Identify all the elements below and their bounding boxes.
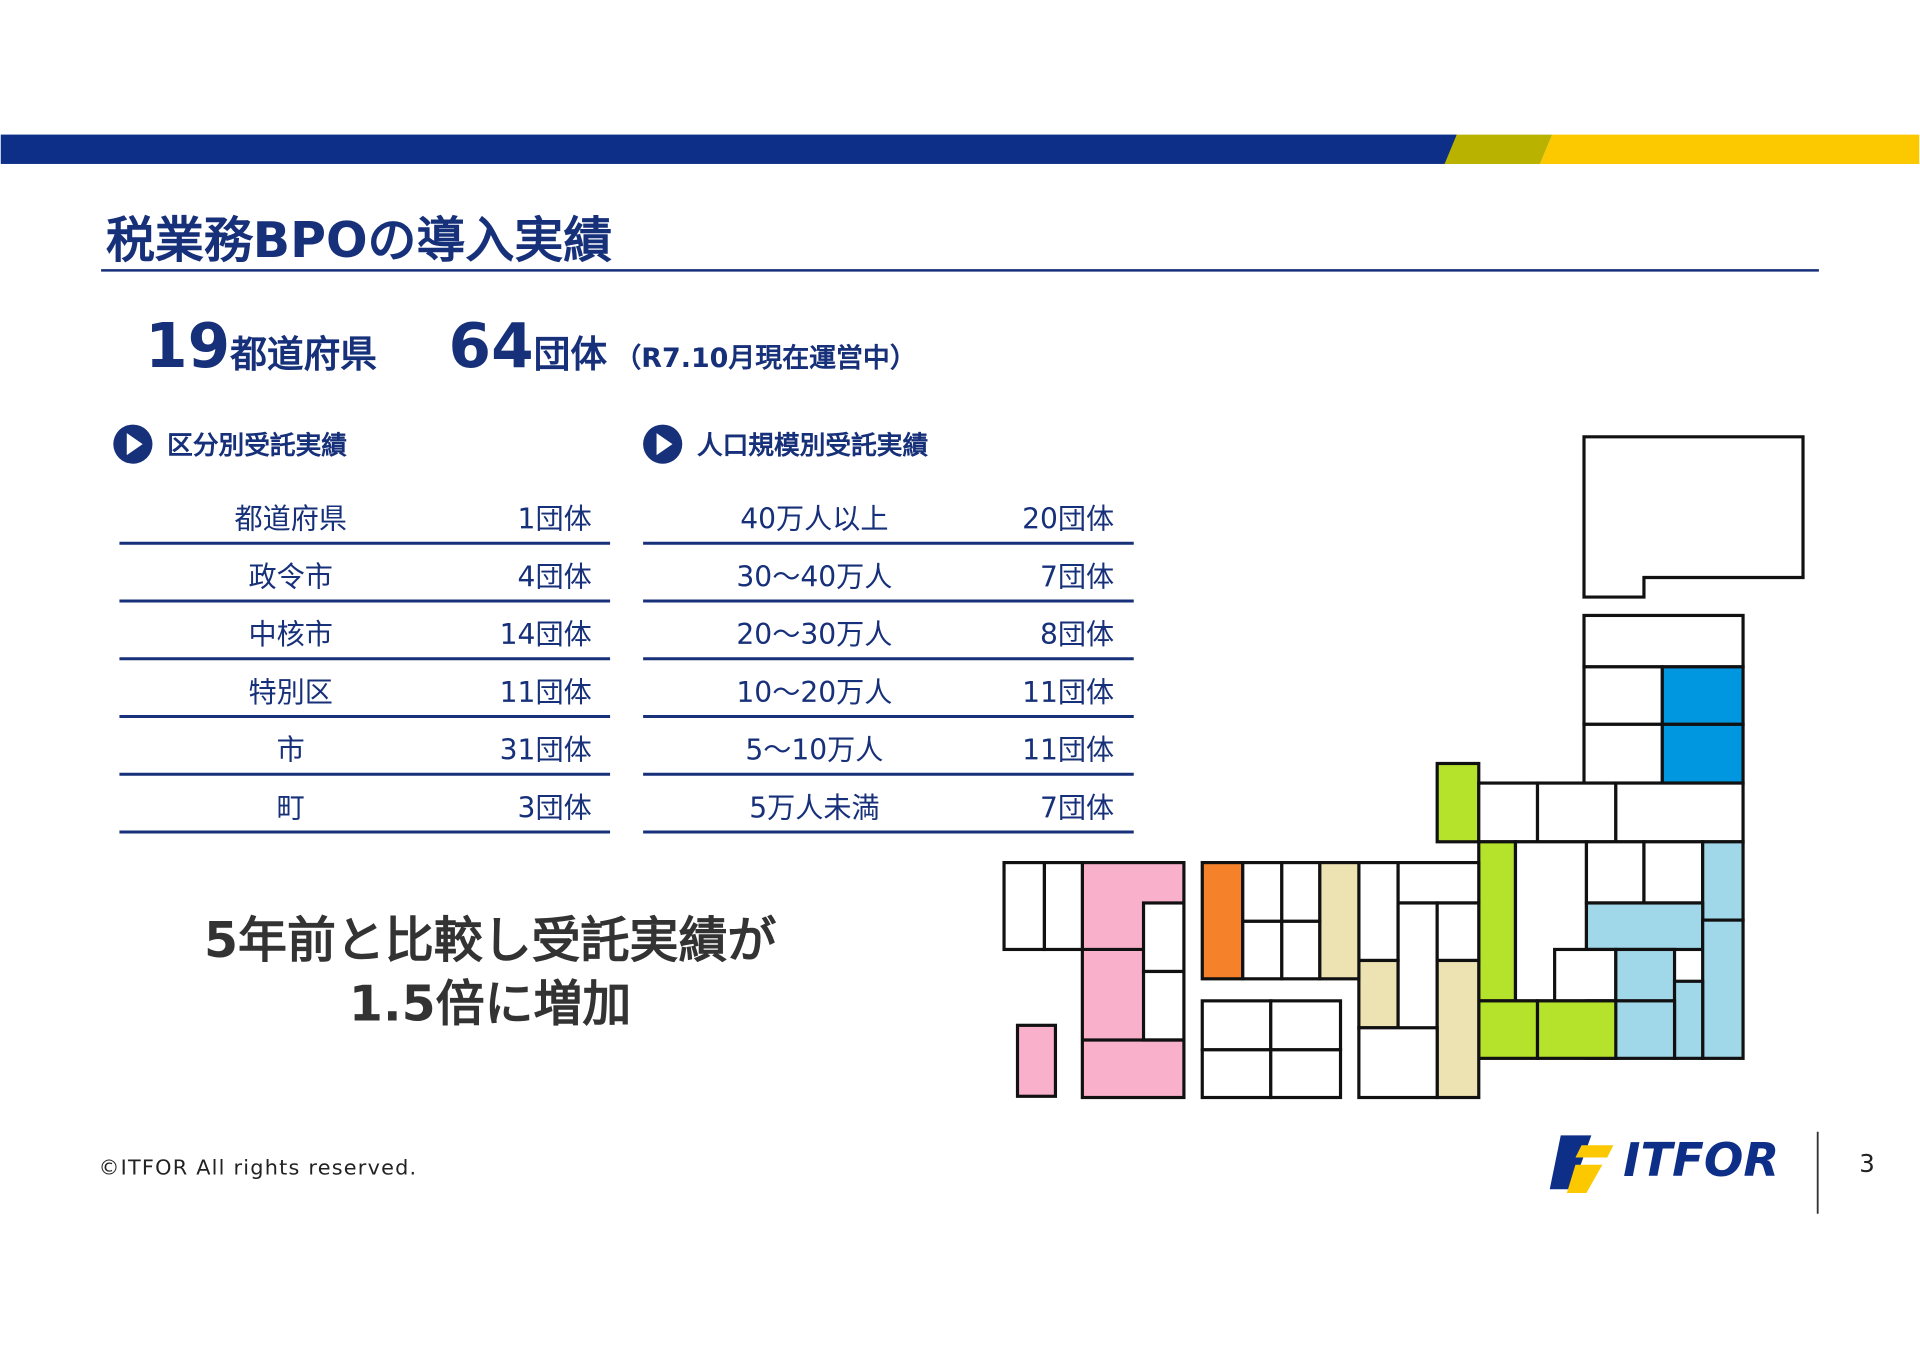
map-region bbox=[1672, 979, 1705, 1060]
row-label: 10～20万人 bbox=[736, 676, 892, 709]
row-label: 政令市 bbox=[249, 560, 333, 593]
row-label: 20～30万人 bbox=[736, 618, 892, 651]
summary-unit: 団体 bbox=[534, 333, 608, 376]
row-label: 町 bbox=[277, 791, 305, 824]
japan-map bbox=[1002, 435, 1805, 1100]
row-label: 都道府県 bbox=[234, 503, 347, 536]
summary: 19都道府県 64団体 （R7.10月現在運営中） bbox=[145, 311, 917, 382]
map-region bbox=[1584, 901, 1705, 952]
map-region bbox=[1701, 918, 1745, 1060]
map-region bbox=[1357, 860, 1400, 963]
page-number: 3 bbox=[1859, 1149, 1875, 1178]
row-value: 1団体 bbox=[518, 503, 592, 536]
map-region bbox=[1435, 958, 1481, 1100]
row-label: 30～40万人 bbox=[736, 560, 892, 593]
map-region bbox=[1642, 840, 1705, 905]
map-region bbox=[1241, 919, 1284, 981]
header-bar-accent bbox=[1539, 134, 1920, 164]
summary-number: 19 bbox=[145, 311, 230, 382]
row-value: 7団体 bbox=[1040, 560, 1114, 593]
row-value: 7団体 bbox=[1040, 791, 1114, 824]
map-region bbox=[1200, 999, 1273, 1052]
section-title: 人口規模別受託実績 bbox=[697, 430, 928, 461]
map-region bbox=[1396, 860, 1481, 905]
map-region bbox=[1614, 947, 1677, 1003]
copyright: ©ITFOR All rights reserved. bbox=[99, 1156, 418, 1180]
summary-unit: 都道府県 bbox=[229, 333, 377, 376]
map-region bbox=[1200, 860, 1245, 981]
highlight-line: 1.5倍に増加 bbox=[349, 975, 631, 1032]
row-value: 20団体 bbox=[1022, 503, 1114, 536]
map-region bbox=[1141, 901, 1186, 974]
map-region bbox=[1269, 999, 1343, 1052]
map-region bbox=[1435, 901, 1481, 963]
map-region bbox=[1042, 860, 1084, 952]
header-bar bbox=[0, 134, 1457, 164]
map-region bbox=[1584, 840, 1646, 905]
map-region bbox=[1280, 860, 1322, 923]
map-region bbox=[1553, 947, 1618, 1003]
map-region bbox=[1660, 722, 1745, 785]
map-region bbox=[1582, 722, 1664, 785]
map-region bbox=[1535, 781, 1618, 844]
map-region bbox=[1318, 860, 1361, 981]
map-region bbox=[1357, 1026, 1439, 1100]
row-label: 特別区 bbox=[249, 676, 333, 709]
row-value: 31団体 bbox=[500, 734, 592, 767]
logo-text: ITFOR bbox=[1623, 1133, 1779, 1187]
summary-note: （R7.10月現在運営中） bbox=[614, 342, 916, 374]
map-region bbox=[1477, 840, 1518, 1003]
map-region bbox=[1477, 781, 1540, 844]
map-region bbox=[1435, 761, 1481, 844]
map-region bbox=[1002, 860, 1047, 952]
map-region bbox=[1660, 665, 1745, 726]
row-value: 8団体 bbox=[1040, 618, 1114, 651]
row-label: 中核市 bbox=[249, 618, 333, 651]
row-label: 5万人未満 bbox=[749, 791, 879, 824]
row-label: 40万人以上 bbox=[740, 503, 888, 536]
map-region bbox=[1015, 1023, 1058, 1098]
row-label: 市 bbox=[277, 734, 305, 767]
row-value: 11団体 bbox=[1022, 676, 1114, 709]
title: 税業務BPOの導入実績 bbox=[106, 212, 612, 269]
map-region bbox=[1141, 969, 1186, 1042]
map-region bbox=[1701, 840, 1745, 922]
row-value: 4団体 bbox=[518, 560, 592, 593]
summary-number: 64 bbox=[449, 311, 534, 382]
highlight-line: 5年前と比較し受託実績が bbox=[204, 912, 776, 969]
map-region bbox=[1614, 781, 1745, 844]
map-region bbox=[1357, 958, 1400, 1030]
row-value: 11団体 bbox=[1022, 734, 1114, 767]
map-region bbox=[1582, 613, 1745, 669]
map-region bbox=[1582, 665, 1664, 726]
header-bar-accent bbox=[1444, 134, 1553, 164]
section-icon bbox=[643, 424, 683, 464]
section-title: 区分別受託実績 bbox=[167, 430, 347, 461]
map-region bbox=[1477, 999, 1540, 1060]
row-value: 14団体 bbox=[500, 618, 592, 651]
logo-mark bbox=[1549, 1135, 1614, 1193]
row-value: 11団体 bbox=[500, 676, 592, 709]
map-region bbox=[1200, 1048, 1273, 1100]
map-region bbox=[1535, 999, 1618, 1060]
row-value: 3団体 bbox=[518, 791, 592, 824]
section-icon bbox=[113, 424, 153, 464]
map-region bbox=[1241, 860, 1284, 923]
row-label: 5～10万人 bbox=[745, 734, 883, 767]
map-region bbox=[1582, 435, 1805, 599]
map-region bbox=[1269, 1048, 1343, 1100]
map-region bbox=[1280, 919, 1322, 981]
